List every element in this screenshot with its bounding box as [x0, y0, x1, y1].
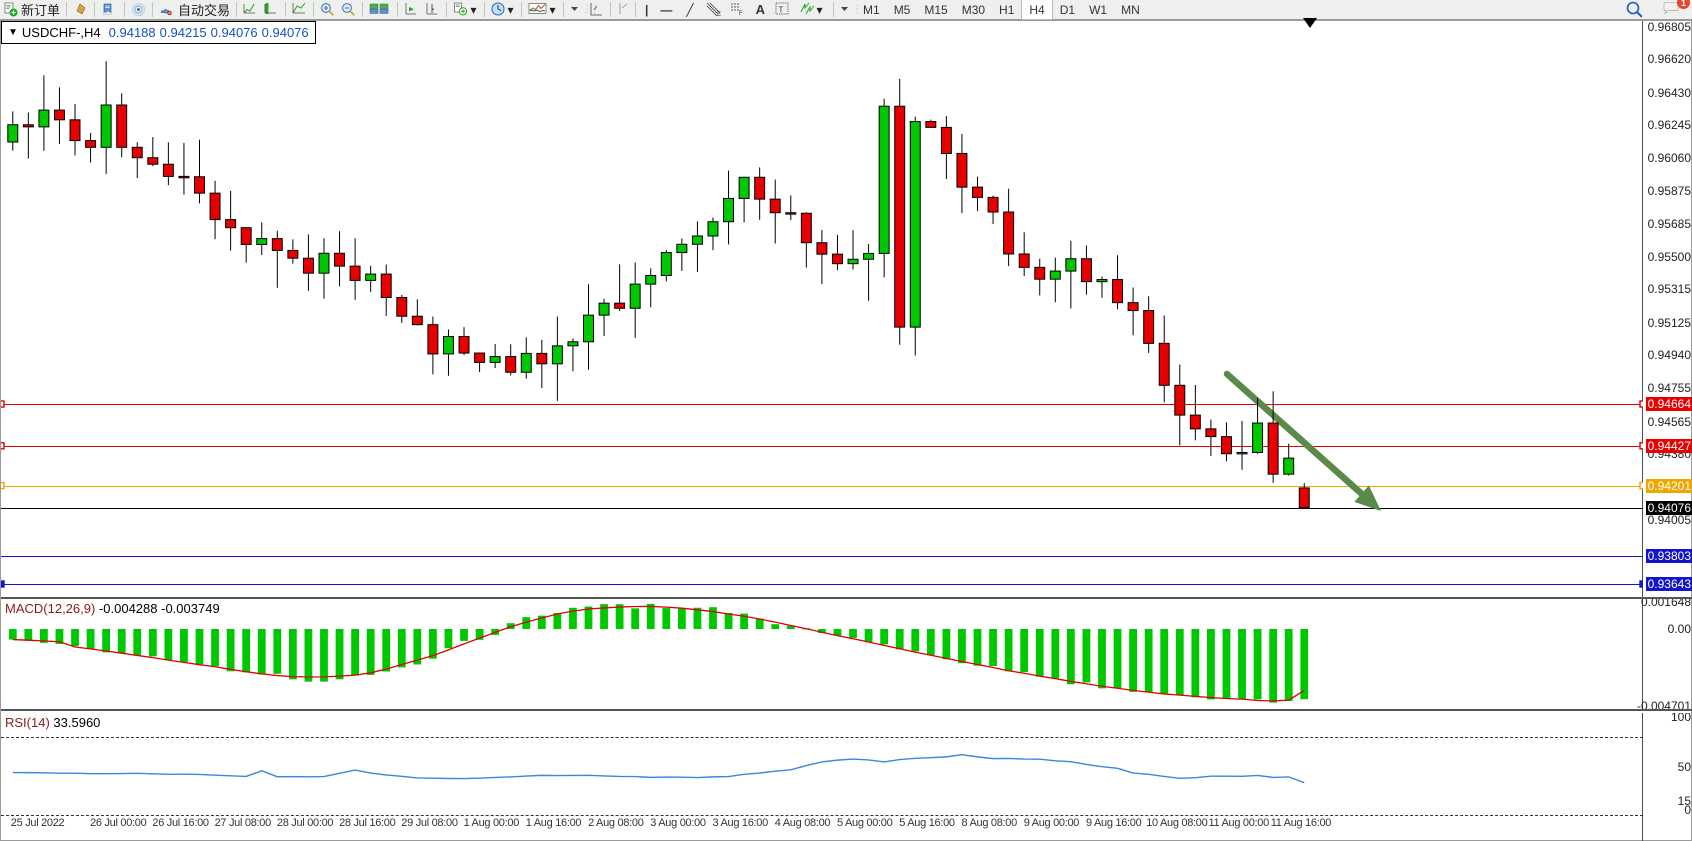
svg-text:T: T: [779, 6, 784, 15]
svg-text:E: E: [717, 12, 721, 17]
svg-text:F: F: [739, 11, 743, 17]
